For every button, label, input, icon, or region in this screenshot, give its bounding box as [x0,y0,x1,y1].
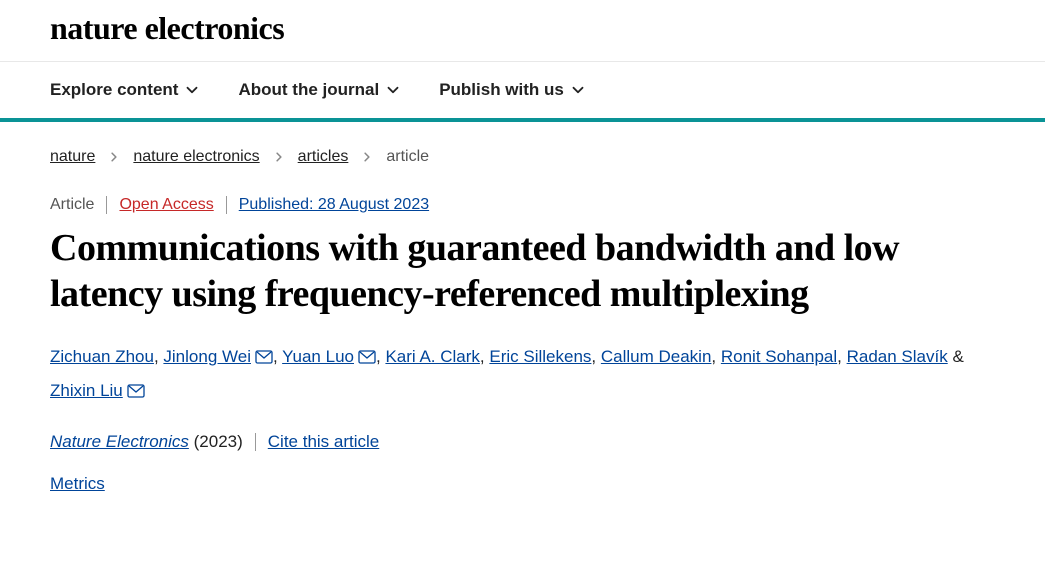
nav-explore-content[interactable]: Explore content [50,80,198,100]
separator: , [480,347,489,366]
chevron-right-icon [274,152,284,162]
journal-year: (2023) [194,432,243,451]
main-nav: Explore content About the journal Publis… [0,62,1045,122]
breadcrumb: nature nature electronics articles artic… [50,148,995,166]
author-link[interactable]: Radan Slavík [847,347,948,366]
separator: & [948,347,964,366]
separator: , [711,347,720,366]
open-access-link[interactable]: Open Access [119,196,213,214]
nav-publish-with-us[interactable]: Publish with us [439,80,584,100]
breadcrumb-current: article [386,148,429,166]
separator: , [591,347,600,366]
header: nature electronics [0,0,1045,62]
article-content: nature nature electronics articles artic… [0,122,1045,514]
mail-icon[interactable] [127,377,145,409]
separator: , [154,347,163,366]
chevron-right-icon [362,152,372,162]
author-link[interactable]: Kari A. Clark [385,347,479,366]
chevron-down-icon [387,84,399,96]
breadcrumb-nature[interactable]: nature [50,148,95,166]
separator: , [837,347,846,366]
divider [255,433,256,451]
metrics-link[interactable]: Metrics [50,474,105,493]
nav-label: Publish with us [439,80,564,100]
article-meta: Article Open Access Published: 28 August… [50,196,995,214]
mail-icon[interactable] [255,343,273,375]
nav-about-journal[interactable]: About the journal [238,80,399,100]
author-list: Zichuan Zhou, Jinlong Wei, Yuan Luo, Kar… [50,341,995,410]
article-title: Communications with guaranteed bandwidth… [50,226,995,317]
journal-logo[interactable]: nature electronics [50,10,995,47]
metrics-line: Metrics [50,474,995,494]
author-link[interactable]: Eric Sillekens [489,347,591,366]
author-link[interactable]: Jinlong Wei [163,347,251,366]
divider [226,196,227,214]
divider [106,196,107,214]
author-link[interactable]: Ronit Sohanpal [721,347,837,366]
nav-label: Explore content [50,80,178,100]
nav-label: About the journal [238,80,379,100]
author-link[interactable]: Yuan Luo [282,347,354,366]
journal-ref: Nature Electronics (2023) [50,432,243,452]
breadcrumb-journal[interactable]: nature electronics [133,148,259,166]
chevron-down-icon [572,84,584,96]
author-link[interactable]: Zichuan Zhou [50,347,154,366]
mail-icon[interactable] [358,343,376,375]
author-link[interactable]: Zhixin Liu [50,381,123,400]
journal-name-link[interactable]: Nature Electronics [50,432,189,451]
chevron-right-icon [109,152,119,162]
breadcrumb-articles[interactable]: articles [298,148,349,166]
chevron-down-icon [186,84,198,96]
cite-article-link[interactable]: Cite this article [268,432,379,452]
author-link[interactable]: Callum Deakin [601,347,712,366]
journal-citation: Nature Electronics (2023) Cite this arti… [50,432,995,452]
separator: , [273,347,282,366]
publish-date-link[interactable]: Published: 28 August 2023 [239,196,429,214]
article-type: Article [50,196,94,214]
